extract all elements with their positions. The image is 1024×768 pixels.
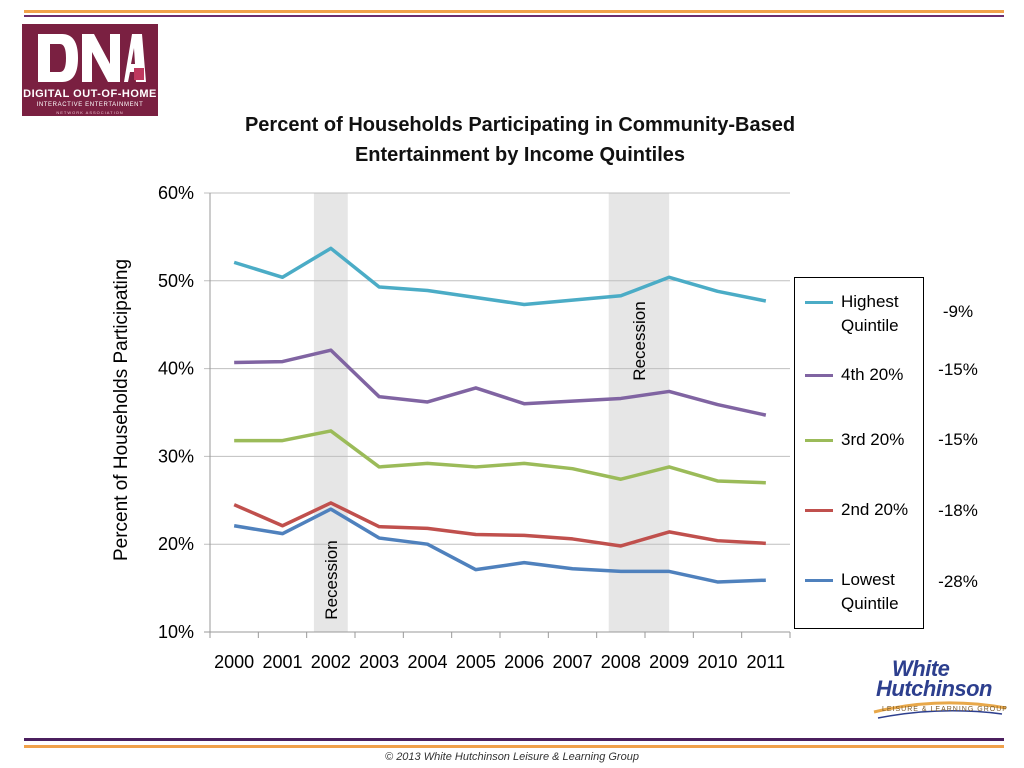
bottom-rule-orange (24, 745, 1004, 748)
y-tick-label-30: 30% (158, 446, 194, 466)
dna-logo-mark (38, 34, 146, 82)
top-rule-purple (24, 15, 1004, 17)
y-tick-label-20: 20% (158, 534, 194, 554)
x-tick-label-2009: 2009 (649, 652, 689, 672)
legend-swatch (805, 579, 833, 582)
x-tick-label-2004: 2004 (407, 652, 447, 672)
x-tick-label-2002: 2002 (311, 652, 351, 672)
change-label-4th-20-: -15% (938, 360, 978, 379)
chart-legend: Highest Quintile 4th 20% 3rd 20% 2nd 20% Low… (794, 277, 924, 629)
series-line-highest-quintile (233, 246, 767, 307)
x-tick-label-2010: 2010 (697, 652, 737, 672)
legend-swatch (805, 509, 833, 512)
change-label-3rd-20-: -15% (938, 430, 978, 449)
top-rule-orange (24, 10, 1004, 13)
recession-bands: Recession Recession (313, 193, 670, 632)
series-line-4th-20- (234, 348, 767, 417)
legend-label: 3rd 20% (841, 430, 905, 449)
y-tick-label-50: 50% (158, 271, 194, 291)
series-line-3rd-20- (234, 429, 766, 485)
x-tick-label-2007: 2007 (552, 652, 592, 672)
series-line-2nd-20- (233, 501, 766, 548)
x-tick-label-2008: 2008 (601, 652, 641, 672)
legend-label: 4th 20% (841, 365, 904, 384)
bottom-rule-purple (24, 738, 1004, 741)
recession-label-2: Recession (630, 301, 649, 380)
legend-label: 2nd 20% (841, 500, 909, 519)
y-tick-label-60: 60% (158, 183, 194, 203)
tick-labels: 10% 20% 30% 40% 50% 60% 2000 2001 2002 2003 2004 20… (158, 183, 785, 672)
wh-logo-line-3: LEISURE & LEARNING GROUP (882, 706, 1008, 713)
x-tick-label-2001: 2001 (262, 652, 302, 672)
chart-title-line-2: Entertainment by Income Quintiles (354, 144, 686, 166)
recession-band-1 (313, 193, 348, 632)
legend-swatch (805, 439, 833, 442)
y-axis-label: Percent of Households Participating (111, 259, 132, 561)
change-label-lowest-quintile: -28% (938, 572, 978, 591)
change-label-highest-quintile: -9% (942, 302, 974, 321)
footer-copyright: © 2013 White Hutchinson Leisure & Learni… (385, 751, 639, 763)
y-tick-label-10: 10% (158, 622, 194, 642)
dna-logo: DIGITAL OUT-OF-HOME INTERACTIVE ENTERTAI… (22, 24, 158, 116)
chart-title-line-1: Percent of Households Participating in C… (244, 114, 796, 136)
x-tick-label-2006: 2006 (504, 652, 544, 672)
axes (204, 193, 791, 638)
x-tick-label-2003: 2003 (359, 652, 399, 672)
legend-swatch (805, 301, 833, 304)
legend-swatch (805, 374, 833, 377)
wh-logo-line-2: Hutchinson (876, 676, 993, 701)
logo-line-3: NETWORK ASSOCIATION (56, 110, 124, 115)
white-hutchinson-logo: White Hutchinson LEISURE & LEARNING GROU… (870, 656, 1010, 726)
legend-label: Highest Quintile (841, 292, 899, 335)
logo-line-2: INTERACTIVE ENTERTAINMENT (36, 102, 144, 108)
x-tick-label-2005: 2005 (456, 652, 496, 672)
series-lines (233, 246, 767, 584)
recession-label-1: Recession (322, 540, 341, 619)
recession-band-2 (608, 193, 670, 632)
wh-logo-line-1: White (892, 656, 950, 681)
white-hutchinson-swoosh (873, 701, 1007, 719)
change-label-2nd-20-: -18% (938, 501, 978, 520)
logo-line-1: DIGITAL OUT-OF-HOME (23, 88, 157, 100)
x-tick-label-2000: 2000 (214, 652, 254, 672)
legend-label: Lowest Quintile (841, 570, 899, 613)
series-line-lowest-quintile (233, 507, 766, 584)
x-tick-label-2011: 2011 (746, 652, 785, 672)
gridlines (204, 192, 790, 545)
y-tick-label-40: 40% (158, 359, 194, 379)
